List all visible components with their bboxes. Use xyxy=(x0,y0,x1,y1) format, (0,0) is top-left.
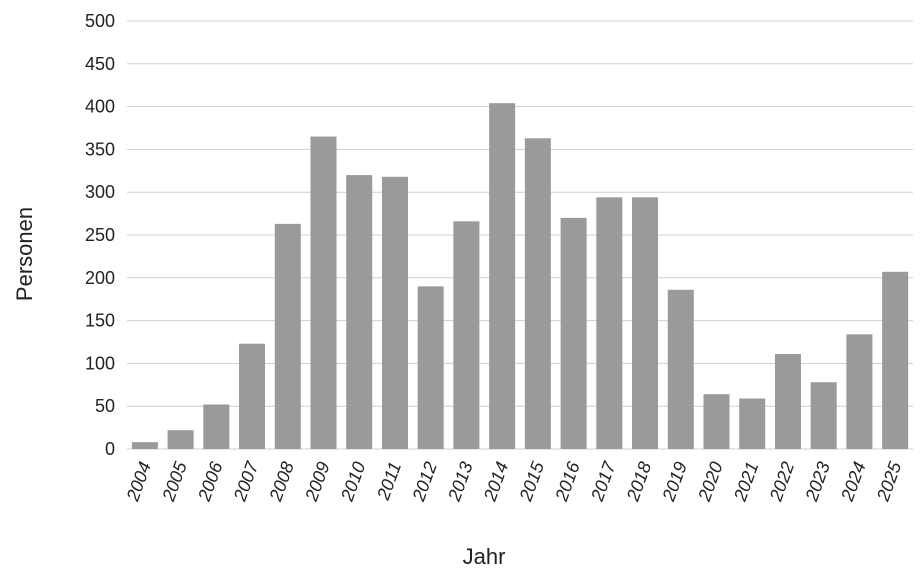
y-tick-label: 300 xyxy=(85,182,115,202)
bar-2014 xyxy=(489,103,516,450)
y-tick-label: 450 xyxy=(85,54,115,74)
x-tick-label: 2007 xyxy=(229,458,262,504)
x-tick-label: 2021 xyxy=(730,459,763,504)
bar-2025 xyxy=(882,271,909,449)
bar-2020 xyxy=(703,394,730,449)
bar-2017 xyxy=(596,197,623,449)
bar-2005 xyxy=(167,430,194,449)
x-tick-label: 2023 xyxy=(801,459,834,504)
x-tick-label: 2015 xyxy=(515,458,548,504)
y-tick-label: 100 xyxy=(85,353,115,373)
bar-2006 xyxy=(203,404,230,449)
x-tick-label: 2013 xyxy=(444,459,477,504)
bar-2018 xyxy=(632,197,659,449)
bar-2007 xyxy=(239,343,266,449)
bars xyxy=(131,103,909,450)
y-axis-ticks: 0 50 100 150 200 250 300 350 400 450 500 xyxy=(85,11,115,459)
x-tick-label: 2009 xyxy=(301,459,334,504)
x-tick-label: 2008 xyxy=(265,459,298,504)
y-axis-label: Personen xyxy=(12,207,37,301)
bar-2022 xyxy=(774,353,801,449)
bar-2008 xyxy=(274,223,301,449)
x-tick-label: 2019 xyxy=(658,459,691,504)
y-tick-label: 400 xyxy=(85,97,115,117)
x-tick-label: 2006 xyxy=(194,458,227,504)
bar-2012 xyxy=(417,286,444,449)
x-tick-label: 2024 xyxy=(837,459,870,504)
bar-2013 xyxy=(453,221,480,449)
bar-2015 xyxy=(524,138,551,449)
x-axis-label: Jahr xyxy=(463,544,506,569)
x-tick-label: 2004 xyxy=(122,459,155,504)
x-tick-label: 2010 xyxy=(337,459,370,504)
x-tick-label: 2025 xyxy=(873,458,906,504)
x-tick-label: 2011 xyxy=(373,459,405,503)
bar-2011 xyxy=(381,176,408,450)
x-tick-label: 2012 xyxy=(408,459,441,504)
x-tick-label: 2017 xyxy=(587,458,620,504)
bar-2010 xyxy=(346,175,373,449)
x-tick-label: 2020 xyxy=(694,459,727,504)
x-tick-label: 2005 xyxy=(158,458,191,504)
x-axis-ticks: 2004 2005 2006 2007 2008 2009 2010 2011 2012 2013… xyxy=(122,458,905,504)
y-tick-label: 150 xyxy=(85,311,115,331)
y-tick-label: 250 xyxy=(85,225,115,245)
y-tick-label: 0 xyxy=(105,439,115,459)
bar-2023 xyxy=(810,382,837,449)
bar-2009 xyxy=(310,136,337,449)
y-tick-label: 350 xyxy=(85,139,115,159)
y-tick-label: 200 xyxy=(85,268,115,288)
bar-2004 xyxy=(131,442,158,449)
bar-2021 xyxy=(739,398,766,449)
bar-2019 xyxy=(667,289,694,449)
x-tick-label: 2022 xyxy=(765,459,798,504)
y-tick-label: 50 xyxy=(95,396,115,416)
x-tick-label: 2018 xyxy=(622,459,655,504)
bar-2016 xyxy=(560,217,587,449)
x-tick-label: 2014 xyxy=(480,459,513,504)
x-tick-label: 2016 xyxy=(551,458,584,504)
y-tick-label: 500 xyxy=(85,11,115,31)
bar-2024 xyxy=(846,334,873,449)
